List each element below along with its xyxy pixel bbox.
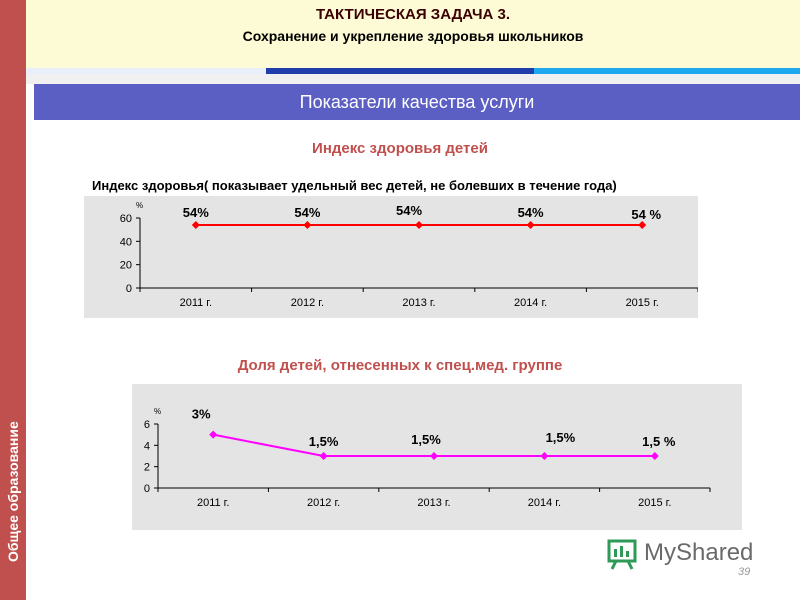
logo-text: MyShared bbox=[644, 539, 754, 566]
x-tick-label: 2013 г. bbox=[417, 497, 450, 509]
data-point bbox=[209, 430, 218, 439]
sidebar-strip bbox=[0, 0, 26, 600]
x-tick-label: 2013 г. bbox=[402, 297, 435, 309]
x-tick-label: 2015 г. bbox=[638, 497, 671, 509]
y-tick-label: 6 bbox=[144, 419, 150, 431]
data-point bbox=[540, 452, 549, 460]
x-tick-label: 2012 г. bbox=[307, 497, 340, 509]
stripe-segment bbox=[534, 68, 800, 74]
chart-caption: Индекс здоровья( показывает удельный вес… bbox=[92, 178, 617, 193]
data-point bbox=[526, 221, 535, 229]
data-point bbox=[319, 452, 328, 460]
header: ТАКТИЧЕСКАЯ ЗАДАЧА 3. Сохранение и укреп… bbox=[26, 0, 800, 68]
chart-title: Индекс здоровья детей bbox=[312, 140, 488, 157]
y-tick-label: 40 bbox=[120, 236, 132, 248]
data-point bbox=[191, 221, 200, 229]
data-point bbox=[650, 452, 659, 460]
x-tick-label: 2011 г. bbox=[180, 297, 212, 309]
health-index-chart: Индекс здоровья( показывает удельный вес… bbox=[84, 172, 698, 318]
data-point bbox=[303, 221, 312, 229]
sidebar-label: Общее образование bbox=[5, 421, 21, 563]
data-label: 54 % bbox=[631, 207, 661, 222]
unit-label: % bbox=[136, 201, 143, 210]
stripe-segment bbox=[26, 68, 266, 74]
data-label: 3% bbox=[192, 407, 211, 422]
data-point bbox=[415, 221, 423, 229]
section-bar: Показатели качества услуги bbox=[34, 84, 800, 120]
stripe-segment bbox=[266, 68, 534, 74]
page-title: ТАКТИЧЕСКАЯ ЗАДАЧА 3. bbox=[315, 6, 511, 23]
myshared-logo-icon bbox=[607, 539, 637, 570]
header-stripe bbox=[26, 68, 800, 74]
header-band bbox=[26, 74, 800, 84]
y-tick-label: 2 bbox=[144, 462, 150, 474]
special-group-chart: % 0 2 4 6 2011 г. 2012 г. 2013 г. 2014 г. 2015 г.… bbox=[132, 384, 742, 530]
data-label: 54% bbox=[183, 205, 209, 220]
data-label: 1,5% bbox=[411, 432, 441, 447]
x-tick-label: 2015 г. bbox=[626, 297, 659, 309]
chart-background bbox=[84, 172, 698, 318]
data-label: 1,5% bbox=[546, 430, 576, 445]
y-tick-label: 20 bbox=[120, 260, 132, 272]
section-title: Показатели качества услуги bbox=[299, 92, 535, 112]
y-tick-label: 0 bbox=[144, 483, 150, 495]
chart-title: Доля детей, отнесенных к спец.мед. групп… bbox=[237, 357, 563, 374]
x-tick-label: 2011 г. bbox=[197, 497, 229, 509]
logo: MyShared bbox=[606, 537, 766, 573]
y-tick-label: 60 bbox=[120, 213, 132, 225]
x-tick-label: 2014 г. bbox=[528, 497, 561, 509]
data-point bbox=[430, 452, 438, 460]
data-label: 54% bbox=[294, 205, 320, 220]
data-label: 54% bbox=[518, 205, 544, 220]
x-tick-label: 2012 г. bbox=[291, 297, 324, 309]
data-label: 54% bbox=[396, 203, 422, 218]
data-label: 1,5% bbox=[309, 434, 339, 449]
chart-caption-background bbox=[84, 172, 698, 196]
data-point bbox=[638, 221, 647, 229]
y-tick-label: 0 bbox=[126, 283, 132, 295]
data-label: 1,5 % bbox=[642, 434, 676, 449]
unit-label: % bbox=[154, 407, 161, 416]
y-tick-label: 4 bbox=[144, 440, 150, 452]
page-number: 39 bbox=[738, 566, 751, 578]
page-subtitle: Сохранение и укрепление здоровья школьни… bbox=[242, 28, 584, 44]
x-tick-label: 2014 г. bbox=[514, 297, 547, 309]
